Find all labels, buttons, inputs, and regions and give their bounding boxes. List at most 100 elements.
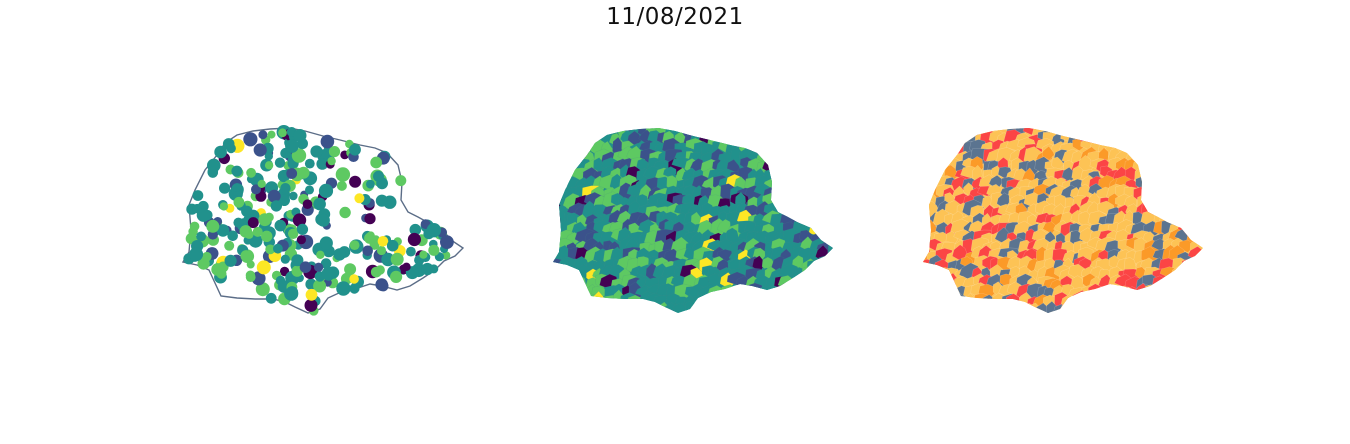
municipality-polygon bbox=[826, 224, 833, 242]
municipality-point bbox=[202, 251, 212, 262]
municipality-polygon bbox=[555, 167, 570, 186]
municipality-point bbox=[292, 213, 307, 227]
municipality-polygon bbox=[923, 173, 930, 195]
municipality-polygon bbox=[1193, 285, 1203, 301]
municipality-point bbox=[313, 279, 327, 293]
municipality-polygon bbox=[1187, 258, 1203, 281]
municipality-polygon bbox=[781, 315, 796, 334]
municipality-polygon bbox=[825, 308, 833, 313]
municipality-polygon bbox=[558, 273, 572, 290]
municipality-point bbox=[316, 158, 329, 170]
municipality-point bbox=[310, 145, 323, 158]
municipality-point bbox=[327, 156, 336, 166]
municipality-polygon bbox=[1077, 314, 1098, 334]
municipality-point bbox=[406, 246, 416, 257]
municipality-polygon bbox=[924, 301, 940, 313]
municipality-polygon bbox=[1167, 303, 1182, 313]
municipality-polygon bbox=[818, 156, 833, 175]
municipality-polygon bbox=[1177, 182, 1196, 199]
municipality-point bbox=[407, 232, 421, 247]
municipality-polygon bbox=[555, 303, 575, 313]
municipality-polygon bbox=[998, 308, 1013, 313]
municipality-polygons bbox=[923, 128, 1203, 334]
municipality-polygon bbox=[817, 195, 830, 213]
municipality-polygon bbox=[1105, 293, 1125, 309]
municipality-polygon bbox=[1132, 141, 1147, 164]
municipality-polygon bbox=[819, 128, 833, 140]
municipality-point bbox=[252, 226, 263, 237]
municipality-polygon bbox=[553, 309, 567, 313]
municipality-polygon bbox=[773, 128, 791, 142]
municipality-point bbox=[219, 202, 229, 211]
municipality-polygon bbox=[564, 286, 584, 304]
municipality-polygon bbox=[1087, 128, 1104, 140]
municipality-polygon bbox=[1168, 196, 1191, 209]
municipality-polygon bbox=[797, 139, 815, 157]
municipality-point bbox=[395, 175, 407, 187]
municipality-polygon bbox=[581, 309, 595, 313]
municipality-point bbox=[251, 271, 266, 286]
municipality-point bbox=[258, 130, 268, 140]
municipality-point bbox=[280, 183, 291, 194]
map-panel-points bbox=[181, 125, 465, 316]
municipality-polygon bbox=[801, 128, 814, 143]
municipality-polygon bbox=[936, 131, 950, 152]
municipality-polygon bbox=[783, 296, 795, 311]
municipality-polygon bbox=[626, 303, 647, 313]
municipality-polygon bbox=[1140, 156, 1158, 171]
municipality-polygon bbox=[1008, 310, 1022, 313]
municipality-polygon bbox=[771, 311, 787, 313]
municipality-polygon bbox=[663, 166, 677, 179]
municipality-polygon bbox=[709, 128, 724, 138]
municipality-polygon bbox=[790, 285, 804, 300]
municipality-polygon bbox=[809, 161, 826, 178]
municipality-polygon bbox=[553, 128, 566, 147]
municipality-polygon bbox=[1199, 251, 1203, 269]
municipality-polygon bbox=[1176, 282, 1191, 297]
municipality-polygon bbox=[1188, 128, 1202, 141]
municipality-point bbox=[328, 146, 341, 158]
municipality-polygon bbox=[826, 150, 833, 166]
municipality-polygon bbox=[790, 135, 805, 152]
municipality-polygon bbox=[809, 177, 831, 194]
municipality-polygon bbox=[1172, 175, 1187, 189]
municipality-point bbox=[233, 217, 244, 228]
municipality-polygon bbox=[770, 168, 789, 183]
municipality-polygon bbox=[1171, 257, 1189, 278]
municipality-polygon bbox=[781, 167, 799, 186]
municipality-polygon bbox=[935, 147, 951, 167]
municipality-polygon bbox=[583, 303, 603, 313]
municipality-point bbox=[409, 223, 422, 236]
municipality-point bbox=[423, 228, 435, 240]
municipality-polygon bbox=[790, 183, 807, 203]
municipality-point bbox=[267, 189, 281, 203]
municipality-polygon bbox=[770, 141, 785, 161]
municipality-polygon bbox=[801, 265, 821, 280]
municipality-polygon bbox=[1195, 227, 1203, 246]
municipality-point bbox=[349, 175, 362, 188]
municipality-polygon bbox=[1125, 314, 1139, 326]
municipality-polygon bbox=[1142, 169, 1164, 183]
municipality-point bbox=[402, 262, 411, 271]
municipality-polygon bbox=[1144, 141, 1163, 155]
municipality-polygon bbox=[937, 128, 953, 137]
municipality-polygon bbox=[646, 310, 668, 313]
municipality-polygon bbox=[1141, 129, 1157, 144]
municipality-point bbox=[318, 183, 334, 198]
municipality-point bbox=[296, 235, 306, 245]
municipality-polygon bbox=[773, 133, 788, 148]
municipality-point bbox=[285, 139, 299, 153]
municipality-polygon bbox=[789, 301, 800, 313]
municipality-point bbox=[216, 224, 230, 237]
municipality-polygon bbox=[1181, 259, 1194, 274]
municipality-polygon bbox=[1091, 310, 1108, 313]
municipality-polygon bbox=[1113, 301, 1132, 313]
municipality-polygon bbox=[963, 309, 979, 313]
municipality-point bbox=[428, 244, 440, 256]
municipality-polygon bbox=[553, 159, 564, 179]
municipality-polygon bbox=[1105, 128, 1123, 140]
municipality-point bbox=[255, 282, 270, 297]
municipality-point bbox=[278, 128, 287, 138]
municipality-point bbox=[222, 138, 235, 150]
municipality-polygon bbox=[1160, 140, 1180, 156]
